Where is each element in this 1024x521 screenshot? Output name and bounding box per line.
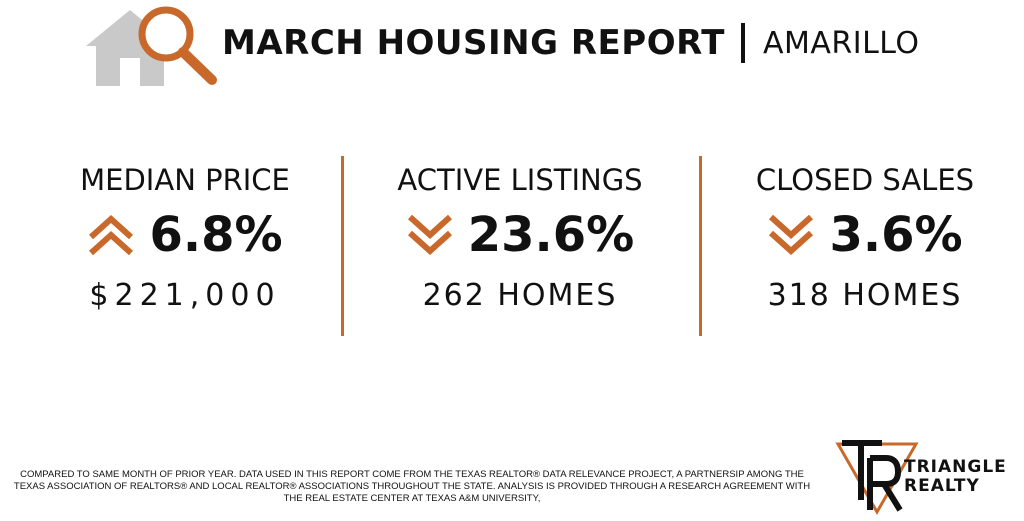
stat-label: MEDIAN PRICE: [80, 163, 290, 197]
divider: [699, 156, 702, 336]
stat-change-row: 6.8%: [40, 204, 330, 266]
stat-value: 262 HOMES: [422, 278, 618, 313]
double-chevron-up-icon: [89, 214, 134, 256]
house-magnifier-icon: [86, 6, 217, 86]
brand-logo: TRIANGLE REALTY: [832, 436, 1022, 516]
brand-line-1: TRIANGLE: [904, 457, 1007, 477]
stat-label: CLOSED SALES: [755, 163, 975, 197]
stat-label: ACTIVE LISTINGS: [397, 163, 643, 197]
brand-line-2: REALTY: [904, 476, 980, 496]
stat-closed-sales: CLOSED SALES 3.6% 318 HOMES: [725, 160, 1005, 316]
report-header: MARCH HOUSING REPORT AMARILLO: [0, 0, 1024, 90]
triangle-tr-logo-icon: [835, 440, 919, 516]
report-title: MARCH HOUSING REPORT AMARILLO: [222, 18, 920, 68]
stat-median-price: MEDIAN PRICE 6.8% $221,000: [40, 160, 330, 316]
disclaimer-text: COMPARED TO SAME MONTH OF PRIOR YEAR. DA…: [13, 469, 811, 504]
double-chevron-down-icon: [407, 214, 452, 256]
stat-change-row: 23.6%: [370, 204, 670, 266]
stat-value: 318 HOMES: [767, 278, 963, 313]
stat-value: $221,000: [89, 278, 281, 313]
stat-active-listings: ACTIVE LISTINGS 23.6% 262 HOMES: [370, 160, 670, 316]
stat-percent: 6.8%: [149, 207, 283, 263]
double-chevron-down-icon: [769, 214, 814, 256]
brand-name: TRIANGLE REALTY: [904, 458, 1007, 496]
stat-change-row: 3.6%: [725, 204, 1005, 266]
title-separator: [740, 23, 745, 63]
stat-percent: 23.6%: [467, 207, 635, 263]
divider: [341, 156, 344, 336]
title-text: MARCH HOUSING REPORT: [222, 23, 725, 63]
city-name: AMARILLO: [762, 25, 920, 61]
stat-percent: 3.6%: [829, 207, 963, 263]
